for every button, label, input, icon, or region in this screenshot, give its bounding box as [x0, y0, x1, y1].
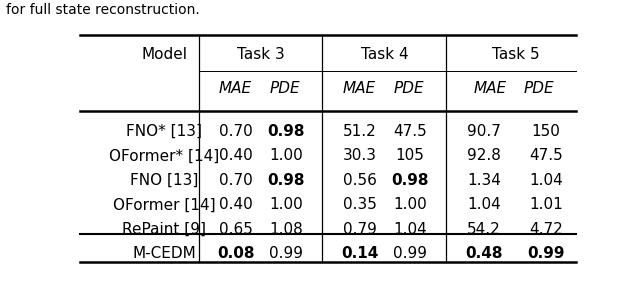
- Text: 90.7: 90.7: [467, 124, 501, 139]
- Text: 92.8: 92.8: [467, 149, 501, 164]
- Text: FNO [13]: FNO [13]: [130, 173, 198, 188]
- Text: Task 5: Task 5: [492, 47, 540, 62]
- Text: 30.3: 30.3: [343, 149, 377, 164]
- Text: 0.65: 0.65: [220, 222, 253, 237]
- Text: 0.35: 0.35: [343, 197, 377, 212]
- Text: PDE: PDE: [394, 81, 424, 96]
- Text: 1.04: 1.04: [467, 197, 501, 212]
- Text: 0.40: 0.40: [220, 197, 253, 212]
- Text: 47.5: 47.5: [529, 149, 563, 164]
- Text: 0.98: 0.98: [391, 173, 429, 188]
- Text: OFormer* [14]: OFormer* [14]: [109, 149, 220, 164]
- Text: MAE: MAE: [473, 81, 506, 96]
- Text: 1.04: 1.04: [393, 222, 427, 237]
- Text: 0.40: 0.40: [220, 149, 253, 164]
- Text: 0.79: 0.79: [343, 222, 377, 237]
- Text: 1.34: 1.34: [467, 173, 501, 188]
- Text: Task 3: Task 3: [237, 47, 285, 62]
- Text: 0.56: 0.56: [343, 173, 377, 188]
- Text: 51.2: 51.2: [344, 124, 377, 139]
- Text: 0.48: 0.48: [465, 246, 503, 261]
- Text: M-CEDM: M-CEDM: [132, 246, 196, 261]
- Text: 150: 150: [532, 124, 561, 139]
- Text: 54.2: 54.2: [467, 222, 501, 237]
- Text: 1.01: 1.01: [529, 197, 563, 212]
- Text: 1.00: 1.00: [393, 197, 427, 212]
- Text: FNO* [13]: FNO* [13]: [126, 124, 202, 139]
- Text: 0.08: 0.08: [218, 246, 255, 261]
- Text: Task 4: Task 4: [361, 47, 409, 62]
- Text: 1.00: 1.00: [269, 197, 303, 212]
- Text: PDE: PDE: [524, 81, 555, 96]
- Text: RePaint [9]: RePaint [9]: [122, 222, 206, 237]
- Text: 1.00: 1.00: [269, 149, 303, 164]
- Text: 0.14: 0.14: [342, 246, 379, 261]
- Text: 0.99: 0.99: [269, 246, 303, 261]
- Text: 4.72: 4.72: [529, 222, 563, 237]
- Text: OFormer [14]: OFormer [14]: [113, 197, 216, 212]
- Text: PDE: PDE: [269, 81, 300, 96]
- Text: MAE: MAE: [342, 81, 376, 96]
- Text: 0.70: 0.70: [220, 173, 253, 188]
- Text: 0.99: 0.99: [393, 246, 427, 261]
- Text: MAE: MAE: [219, 81, 252, 96]
- Text: 0.98: 0.98: [267, 124, 305, 139]
- Text: 1.04: 1.04: [529, 173, 563, 188]
- Text: for full state reconstruction.: for full state reconstruction.: [6, 3, 200, 17]
- Text: 105: 105: [396, 149, 424, 164]
- Text: 0.98: 0.98: [267, 173, 305, 188]
- Text: Model: Model: [141, 47, 188, 62]
- Text: 0.99: 0.99: [527, 246, 565, 261]
- Text: 1.08: 1.08: [269, 222, 303, 237]
- Text: 0.70: 0.70: [220, 124, 253, 139]
- Text: 47.5: 47.5: [393, 124, 427, 139]
